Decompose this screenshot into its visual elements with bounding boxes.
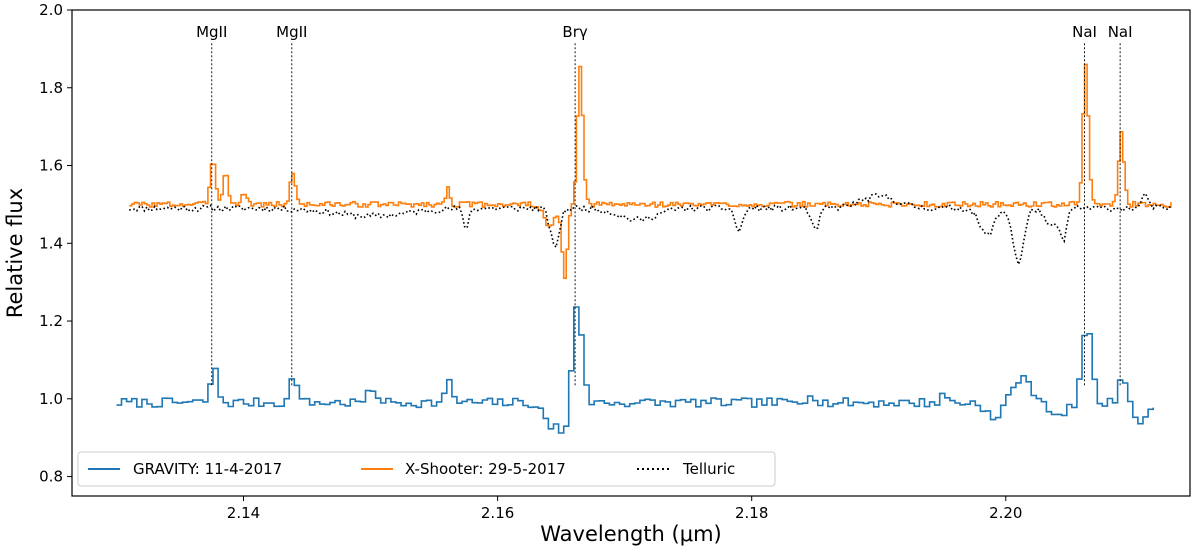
x-tick-label: 2.20 — [989, 504, 1022, 522]
x-tick-label: 2.14 — [227, 504, 260, 522]
legend: GRAVITY: 11-4-2017 X-Shooter: 29-5-2017 … — [77, 451, 776, 487]
legend-box — [77, 451, 776, 487]
x-tick-label: 2.16 — [481, 504, 514, 522]
legend-label-xshooter: X-Shooter: 29-5-2017 — [405, 460, 566, 478]
y-tick-label: 1.4 — [39, 234, 63, 252]
series-layer — [116, 63, 1172, 434]
spectral-line-label: Brγ — [562, 23, 587, 41]
spectral-line-label: MgII — [276, 23, 307, 41]
y-tick-label: 1.6 — [39, 157, 63, 175]
legend-label-gravity: GRAVITY: 11-4-2017 — [133, 460, 282, 478]
legend-label-telluric: Telluric — [682, 460, 735, 478]
y-axis-title: Relative flux — [3, 188, 27, 318]
y-tick-label: 2.0 — [39, 1, 63, 19]
y-tick-label: 0.8 — [39, 468, 63, 486]
spectral-line-label: NaI — [1072, 23, 1097, 41]
spectral-line-label: MgII — [196, 23, 227, 41]
y-tick-label: 1.8 — [39, 79, 63, 97]
x-axis-title: Wavelength (μm) — [540, 522, 721, 546]
series-gravity — [116, 306, 1154, 434]
series-xshooter — [129, 63, 1172, 279]
spectral-line-label: NaI — [1108, 23, 1133, 41]
plot-frame — [71, 9, 1191, 497]
y-tick-label: 1.2 — [39, 312, 63, 330]
y-tick-label: 1.0 — [39, 390, 63, 408]
spectral-lines-layer: MgII MgII Brγ NaI NaI — [196, 23, 1133, 388]
axes-layer: 2.14 2.16 2.18 2.20 0.8 1.0 1.2 1.4 1.6 1.8 2.0 — [39, 1, 1022, 522]
x-tick-label: 2.18 — [735, 504, 768, 522]
